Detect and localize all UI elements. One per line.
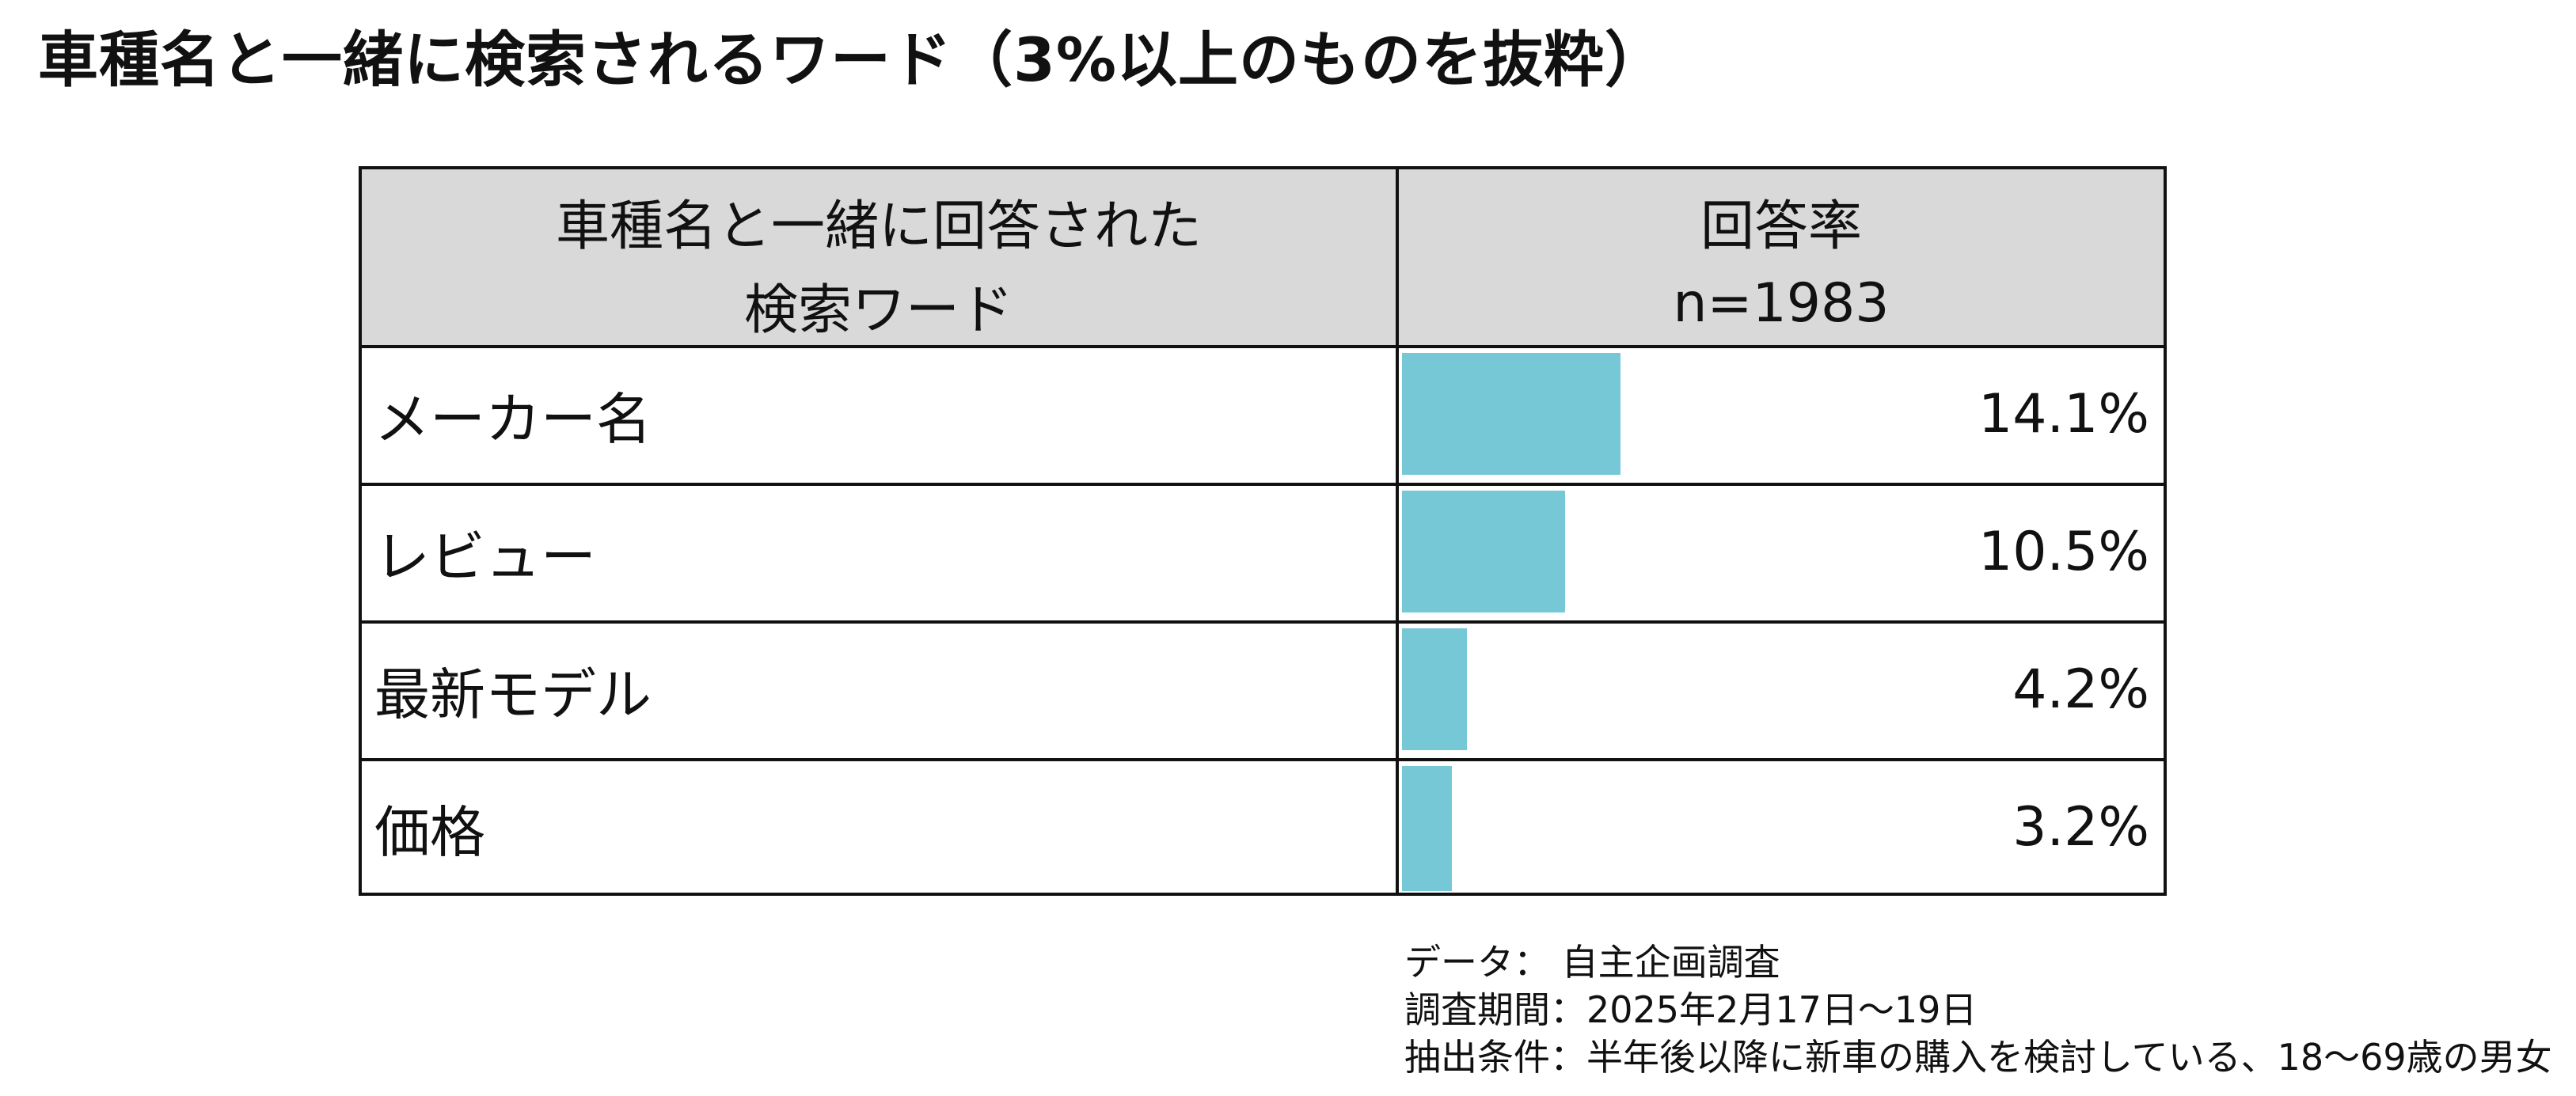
row-label: 価格 bbox=[374, 800, 485, 865]
row-label: 最新モデル bbox=[374, 662, 652, 727]
note-extraction-criteria: 抽出条件：半年後以降に新車の購入を検討している、18～69歳の男女 bbox=[1404, 1036, 2552, 1079]
row-value: 14.1% bbox=[1978, 383, 2149, 446]
bar bbox=[1402, 353, 1621, 475]
bar bbox=[1402, 628, 1468, 750]
table-row: 最新モデル 4.2% bbox=[362, 624, 2164, 761]
column-divider bbox=[1396, 169, 1399, 893]
bar bbox=[1402, 491, 1565, 612]
note-data-source: データ： 自主企画調査 bbox=[1404, 941, 1780, 984]
table-header: 車種名と一緒に回答された 検索ワード 回答率 n=1983 bbox=[362, 169, 2164, 348]
header-response-rate: 回答率 n=1983 bbox=[1399, 169, 2164, 345]
table-row: メーカー名 14.1% bbox=[362, 348, 2164, 486]
header-search-word-line-1: 車種名と一緒に回答された bbox=[555, 195, 1202, 258]
row-label: メーカー名 bbox=[374, 387, 652, 452]
table-row: レビュー 10.5% bbox=[362, 486, 2164, 624]
row-label: レビュー bbox=[374, 525, 596, 590]
table-row: 価格 3.2% bbox=[362, 761, 2164, 899]
header-search-word: 車種名と一緒に回答された 検索ワード bbox=[362, 169, 1396, 345]
header-search-word-line-2: 検索ワード bbox=[743, 279, 1013, 342]
bar bbox=[1402, 766, 1452, 891]
row-value: 3.2% bbox=[2012, 796, 2149, 859]
row-value: 4.2% bbox=[2012, 658, 2149, 721]
header-sample-size: n=1983 bbox=[1673, 272, 1890, 335]
source-notes: データ： 自主企画調査 調査期間：2025年2月17日～19日 抽出条件：半年後… bbox=[1404, 939, 2552, 1081]
note-survey-period: 調査期間：2025年2月17日～19日 bbox=[1404, 988, 1978, 1031]
results-table: 車種名と一緒に回答された 検索ワード 回答率 n=1983 メーカー名 14.1… bbox=[359, 166, 2167, 896]
row-value: 10.5% bbox=[1978, 521, 2149, 583]
page-title: 車種名と一緒に検索されるワード（3%以上のものを抜粋） bbox=[38, 25, 1666, 95]
header-response-rate-label: 回答率 bbox=[1700, 195, 1862, 258]
